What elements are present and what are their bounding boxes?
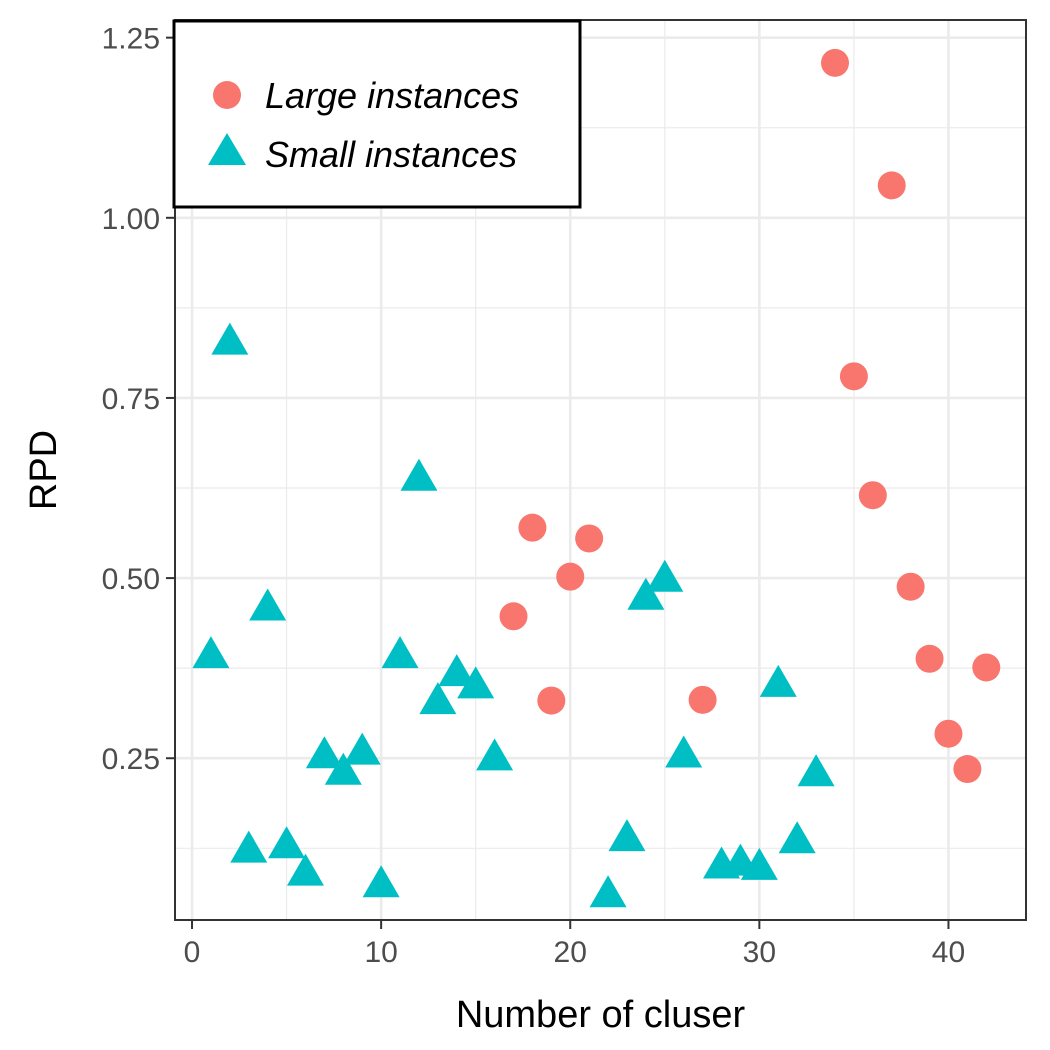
data-point-large-instances [877,171,906,200]
data-point-large-instances [858,481,887,510]
data-point-large-instances [820,48,849,77]
legend-triangle-marker [208,133,246,165]
major-gridlines [175,20,1026,920]
data-point-large-instances [537,686,566,715]
legend: Large instances Small instances [172,19,582,209]
x-tick-label: 0 [184,936,201,969]
data-point-large-instances [953,755,982,784]
data-point-large-instances [499,602,528,631]
tick-labels: 0 10 20 30 40 0.25 0.50 0.75 1.00 1.25 [102,23,966,969]
data-point-large-instances [556,562,585,591]
data-point-small-instances [286,853,324,886]
y-tick-label: 1.25 [102,23,160,56]
data-point-small-instances [646,559,684,592]
data-point-small-instances [249,588,287,621]
data-point-large-instances [839,362,868,391]
legend-box [172,19,582,209]
data-point-small-instances [211,322,249,355]
data-point-small-instances [476,738,514,771]
data-point-small-instances [438,654,476,687]
panel-border [174,19,1027,921]
x-tick-label: 40 [932,936,965,969]
data-point-small-instances [797,754,835,787]
data-point-small-instances [324,752,362,785]
data-point-small-instances [457,666,495,699]
y-tick-label: 0.25 [102,743,160,776]
data-point-large-instances [915,644,944,673]
data-point-small-instances [362,865,400,898]
x-tick-label: 20 [554,936,587,969]
data-point-large-instances [934,719,963,748]
data-point-small-instances [778,821,816,854]
y-tick-label: 0.75 [102,383,160,416]
data-point-small-instances [608,819,646,852]
x-tick-label: 30 [743,936,776,969]
y-tick-label: 1.00 [102,203,160,236]
data-point-small-instances [740,847,778,880]
x-axis-title: Number of cluser [456,994,746,1036]
data-point-small-instances [381,636,419,669]
data-point-small-instances [665,735,703,768]
y-axis-title: RPD [23,430,65,510]
data-point-large-instances [972,653,1001,682]
data-point-large-instances [575,524,604,553]
data-point-small-instances [627,577,665,610]
axis-ticks [166,36,950,929]
data-point-small-instances [759,664,797,697]
data-point-small-instances [305,736,343,769]
data-point-small-instances [589,875,627,908]
data-point-small-instances [230,830,268,863]
data-point-small-instances [192,636,230,669]
data-point-large-instances [518,513,547,542]
data-point-small-instances [400,458,438,491]
y-tick-label: 0.50 [102,563,160,596]
data-point-small-instances [343,732,381,765]
x-tick-label: 10 [364,936,397,969]
data-point-large-instances [688,685,717,714]
data-point-small-instances [419,682,457,715]
legend-label-large-instances: Large instances [265,75,519,116]
data-point-small-instances [268,826,306,859]
data-points [192,48,1001,908]
legend-label-small-instances: Small instances [265,134,517,175]
legend-circle-marker [213,81,241,109]
data-point-large-instances [896,572,925,601]
